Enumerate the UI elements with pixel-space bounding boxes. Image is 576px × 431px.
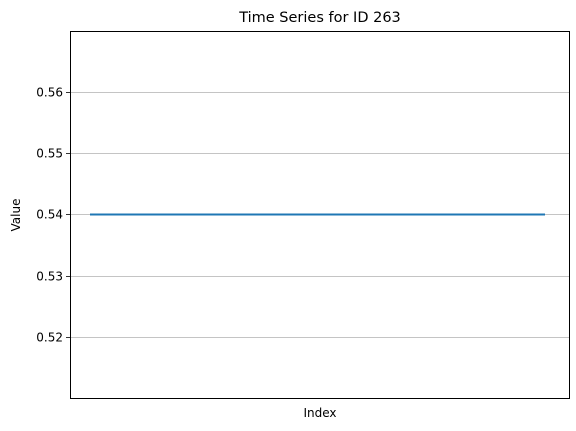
y-tick-label: 0.52 xyxy=(36,331,63,345)
x-axis-label: Index xyxy=(303,406,336,420)
y-tick-label: 0.54 xyxy=(36,208,63,222)
chart-title: Time Series for ID 263 xyxy=(238,10,401,26)
y-ticks: 0.52 0.53 0.54 0.55 0.56 xyxy=(36,86,70,345)
y-tick-label: 0.56 xyxy=(36,86,63,100)
y-axis-label: Value xyxy=(9,199,23,232)
plot-frame xyxy=(70,31,570,399)
y-tick-label: 0.53 xyxy=(36,270,63,284)
y-tick-label: 0.55 xyxy=(36,147,63,161)
